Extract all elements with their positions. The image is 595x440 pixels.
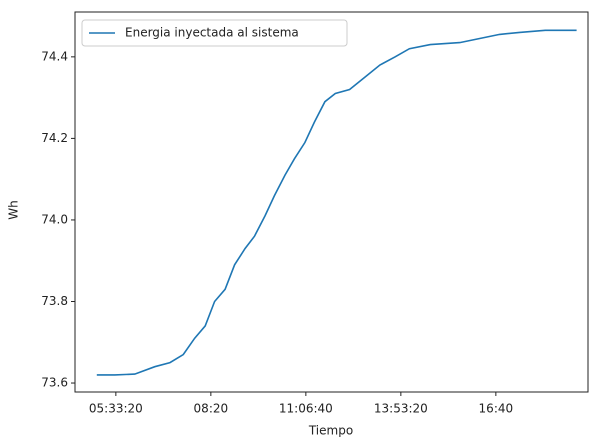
x-axis-label: Tiempo (308, 424, 353, 438)
y-tick-label: 73.6 (41, 376, 68, 390)
x-tick-label: 16:40 (479, 402, 514, 416)
legend-label: Energia inyectada al sistema (125, 26, 299, 40)
y-tick-label: 74.0 (41, 212, 68, 226)
y-tick-label: 74.4 (41, 49, 68, 63)
y-tick-label: 74.2 (41, 131, 68, 145)
y-tick-label: 73.8 (41, 294, 68, 308)
y-axis-label: Wh (7, 200, 21, 219)
x-tick-label: 13:53:20 (374, 402, 428, 416)
plot-frame (74, 11, 589, 393)
legend-box (81, 19, 348, 47)
x-tick-label: 05:33:20 (89, 402, 143, 416)
data-line (96, 29, 577, 376)
x-tick-label: 11:06:40 (279, 402, 333, 416)
x-tick-label: 08:20 (194, 402, 229, 416)
